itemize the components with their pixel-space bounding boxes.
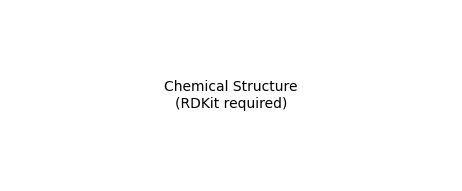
Text: Chemical Structure
(RDKit required): Chemical Structure (RDKit required) [164, 80, 298, 111]
